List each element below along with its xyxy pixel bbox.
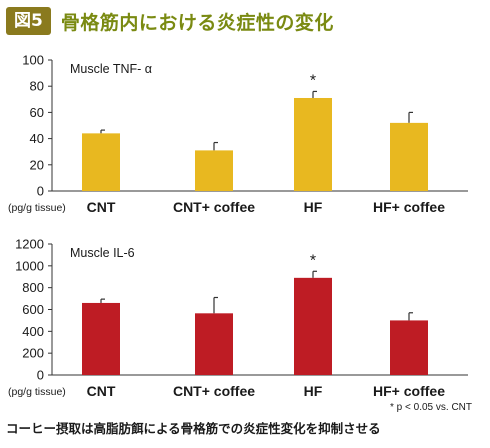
tnf-category-label: CNT <box>87 199 116 215</box>
tnf-y-tick-label: 80 <box>30 79 44 94</box>
figure-title: 骨格筋内における炎症性の変化 <box>60 11 334 34</box>
figure-caption: コーヒー摂取は高脂肪餌による骨格筋での炎症性変化を抑制させる <box>6 421 381 436</box>
tnf-bar <box>294 97 332 191</box>
il6-significance-marker: * <box>310 252 316 269</box>
il6-chart: 0 200 400 600 800 1000 1200 Muscle IL-6 CNT CNT+ … <box>8 237 468 399</box>
figure-number-badge: 図5 <box>6 7 51 35</box>
tnf-category-label: HF <box>304 199 323 215</box>
tnf-bar <box>82 133 120 191</box>
tnf-category-label: CNT+ coffee <box>173 199 255 215</box>
figure-header: 図5 骨格筋内における炎症性の変化 <box>6 6 334 36</box>
il6-y-tick-label: 0 <box>37 368 44 383</box>
il6-y-tick-label: 1200 <box>15 237 44 252</box>
il6-y-tick-label: 1000 <box>15 258 44 273</box>
il6-bar <box>195 313 233 375</box>
tnf-category-label: HF+ coffee <box>373 199 445 215</box>
tnf-y-tick-label: 40 <box>30 131 44 146</box>
il6-chart-title: Muscle IL-6 <box>70 246 135 260</box>
il6-unit-label: (pg/g tissue) <box>8 386 66 398</box>
il6-y-tick-label: 400 <box>22 324 44 339</box>
tnf-y-tick-label: 100 <box>22 53 44 68</box>
il6-category-label: HF+ coffee <box>373 383 445 399</box>
tnf-y-tick-label: 60 <box>30 105 44 120</box>
tnf-alpha-chart: 0 20 40 60 80 100 Muscle TNF- α CNT CNT+ coffee *… <box>8 53 468 215</box>
il6-y-tick-label: 600 <box>22 302 44 317</box>
tnf-significance-marker: * <box>310 72 316 89</box>
il6-bar <box>390 320 428 375</box>
tnf-unit-label: (pg/g tissue) <box>8 202 66 214</box>
il6-bar <box>294 277 332 375</box>
il6-category-label: CNT+ coffee <box>173 383 255 399</box>
tnf-bar <box>390 122 428 191</box>
il6-bar <box>82 302 120 375</box>
tnf-bar <box>195 150 233 191</box>
il6-y-tick-label: 800 <box>22 280 44 295</box>
tnf-chart-title: Muscle TNF- α <box>70 62 152 76</box>
tnf-y-tick-label: 0 <box>37 184 44 199</box>
tnf-y-tick-label: 20 <box>30 157 44 172</box>
il6-category-label: CNT <box>87 383 116 399</box>
significance-footnote: * p < 0.05 vs. CNT <box>390 402 472 413</box>
il6-category-label: HF <box>304 383 323 399</box>
il6-y-tick-label: 200 <box>22 346 44 361</box>
